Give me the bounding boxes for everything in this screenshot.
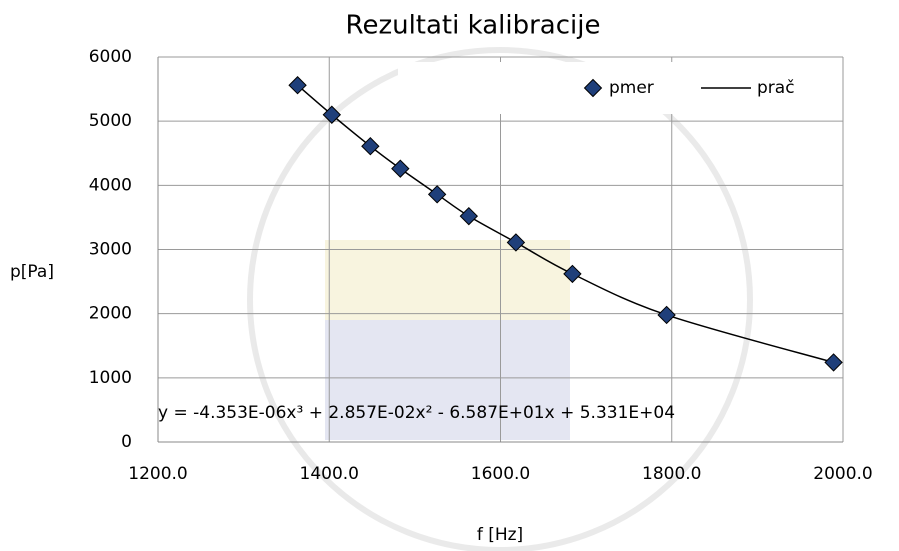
y-axis-label: p[Pa]: [10, 262, 54, 282]
legend-label: prač: [757, 78, 795, 98]
data-point: [391, 159, 410, 178]
x-tick-label: 1600.0: [471, 464, 530, 484]
x-tick-label: 1400.0: [300, 464, 359, 484]
data-point: [427, 185, 447, 204]
y-tick-label: 6000: [89, 47, 132, 67]
y-tick-label: 5000: [89, 111, 132, 131]
legend-box: [398, 62, 841, 114]
y-tick-label: 3000: [89, 240, 132, 260]
y-tick-label: 4000: [89, 175, 132, 195]
data-point: [824, 353, 843, 372]
watermark: [247, 47, 753, 551]
x-tick-label: 2000.0: [813, 464, 872, 484]
annotation: y = -4.353E-06x³ + 2.857E-02x² - 6.587E+…: [158, 403, 675, 423]
data-point: [459, 206, 479, 226]
data-point: [322, 105, 342, 124]
data-point: [361, 136, 380, 156]
y-tick-label: 1000: [89, 368, 132, 388]
data-point: [563, 264, 582, 284]
x-tick-label: 1800.0: [642, 464, 701, 484]
y-tick-label: 0: [121, 432, 132, 452]
data-point: [657, 305, 676, 325]
legend-label: pmer: [609, 78, 654, 98]
y-tick-label: 2000: [89, 304, 132, 324]
chart-title: Rezultati kalibracije: [346, 11, 601, 41]
data-point: [506, 233, 526, 252]
data-point: [288, 76, 307, 95]
x-axis-label: f [Hz]: [477, 525, 523, 545]
x-tick-label: 1200.0: [128, 464, 187, 484]
legend-swatch: [583, 78, 603, 98]
